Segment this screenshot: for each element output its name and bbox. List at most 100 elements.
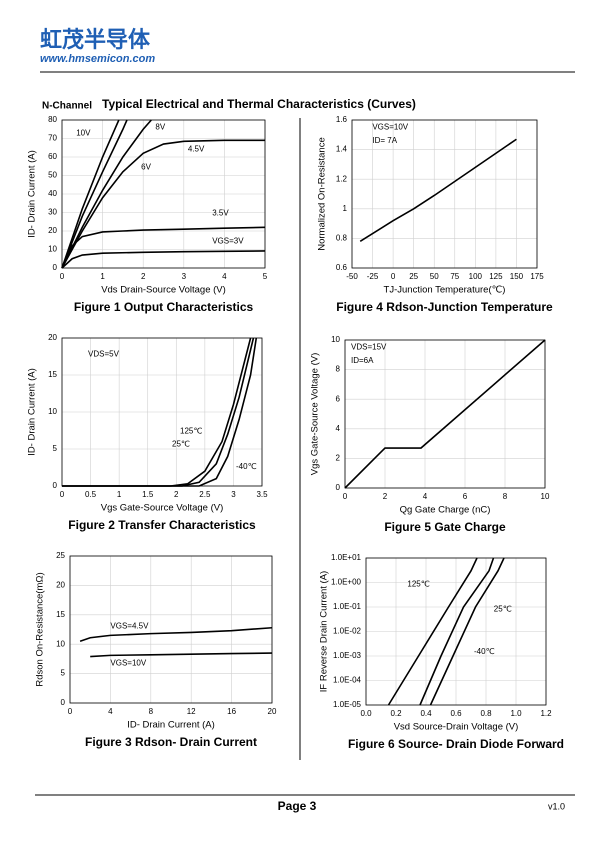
plot-frame [344,339,546,489]
x-tick-label: 6 [463,492,468,501]
x-axis-label: Qg Gate Charge (nC) [400,505,491,516]
figure-caption: Figure 1 Output Characteristics [74,300,254,314]
curve-label: 125℃ [407,580,429,589]
y-axis-label: ID- Drain Current (A) [27,368,38,456]
x-tick-label: 3 [182,272,187,281]
plot-frame [61,119,266,269]
x-tick-label: 0.5 [85,490,97,499]
brand: 虹茂半导体 [40,27,151,52]
y-tick-label: 1 [343,204,348,213]
x-axis-label: Vsd Source-Drain Voltage (V) [394,722,519,733]
x-tick-label: 16 [227,707,236,716]
y-tick-label: 10 [56,639,65,648]
x-tick-label: 50 [430,272,439,281]
version: v1.0 [548,801,565,811]
y-tick-label: 1.4 [336,145,348,154]
x-tick-label: 1.5 [142,490,154,499]
x-tick-label: 2 [141,272,146,281]
x-tick-label: 75 [450,272,459,281]
x-tick-label: 100 [469,272,483,281]
x-tick-label: 0.0 [360,709,372,718]
curve [429,557,505,706]
y-tick-label: 40 [48,189,57,198]
y-axis-label: IF Reverse Drain Current (A) [319,571,330,692]
y-tick-label: 1.0E+00 [331,578,362,587]
x-tick-label: 2.5 [199,490,211,499]
y-tick-label: 1.2 [336,174,348,183]
figure-caption: Figure 5 Gate Charge [384,520,506,534]
curve [61,139,265,269]
curve-label: 25℃ [494,605,512,614]
x-tick-label: 0.6 [450,709,462,718]
y-tick-label: 10 [48,245,57,254]
x-tick-label: 2 [174,490,179,499]
x-tick-label: 3.5 [256,490,268,499]
y-tick-label: 5 [61,669,66,678]
url: www.hmsemicon.com [40,53,155,65]
curve [62,337,258,487]
curve-label: 3.5V [212,208,229,217]
x-tick-label: 8 [149,707,154,716]
curve-label: VGS=10V [110,658,146,667]
y-tick-label: 80 [48,115,57,124]
curve [61,119,120,269]
y-tick-label: 0 [53,481,58,490]
y-tick-label: 1.0E-03 [333,651,362,660]
y-tick-label: 0 [61,698,66,707]
y-tick-label: 6 [336,394,341,403]
y-axis-label: Vgs Gate-Source Voltage (V) [310,353,321,476]
y-tick-label: 0.6 [336,263,348,272]
curve-label: 4.5V [188,145,205,154]
y-tick-label: 4 [336,424,341,433]
x-tick-label: 1.0 [510,709,522,718]
annotation: ID=6A [351,356,374,365]
y-axis-label: Rdson On-Resistance(mΩ) [35,572,46,686]
y-tick-label: 15 [56,610,65,619]
x-tick-label: 2 [383,492,388,501]
x-tick-label: 1.2 [540,709,552,718]
x-tick-label: 0 [343,492,348,501]
x-tick-label: 4 [222,272,227,281]
curve [344,339,546,489]
x-tick-label: 4 [108,707,113,716]
y-tick-label: 1.6 [336,115,348,124]
y-tick-label: 20 [48,333,57,342]
curve-label: VGS=3V [212,236,244,245]
curve-label: 25℃ [172,440,190,449]
x-tick-label: 0.4 [420,709,432,718]
section-prefix: N-Channel [42,101,92,112]
curve-label: -40℃ [236,462,257,471]
y-tick-label: 2 [336,454,341,463]
figure-caption: Figure 2 Transfer Characteristics [68,518,256,532]
y-tick-label: 0.8 [336,234,348,243]
y-tick-label: 1.0E-05 [333,700,362,709]
y-tick-label: 60 [48,152,57,161]
plot-frame [351,119,538,269]
y-tick-label: 0 [336,483,341,492]
x-tick-label: 0.8 [480,709,492,718]
curve [61,226,266,269]
x-tick-label: 175 [530,272,544,281]
y-tick-label: 5 [53,444,58,453]
x-tick-label: 1 [100,272,105,281]
curve-label: 10V [76,128,91,137]
annotation: VGS=10V [372,123,408,132]
curve-label: 6V [141,162,151,171]
x-tick-label: 0 [68,707,73,716]
plot-frame [365,557,547,706]
x-tick-label: 20 [268,707,277,716]
x-tick-label: 25 [409,272,418,281]
figure-caption: Figure 4 Rdson-Junction Temperature [336,300,553,314]
figure-caption: Figure 3 Rdson- Drain Current [85,735,257,749]
annotation: ID= 7A [372,136,397,145]
x-axis-label: ID- Drain Current (A) [127,720,215,731]
y-tick-label: 1.0E+01 [331,553,362,562]
annotation: VDS=5V [88,349,120,358]
curve [359,138,517,243]
y-tick-label: 0 [53,263,58,272]
y-tick-label: 15 [48,370,57,379]
x-tick-label: 12 [187,707,196,716]
figure-caption: Figure 6 Source- Drain Diode Forward [348,737,564,751]
x-tick-label: 3 [231,490,236,499]
